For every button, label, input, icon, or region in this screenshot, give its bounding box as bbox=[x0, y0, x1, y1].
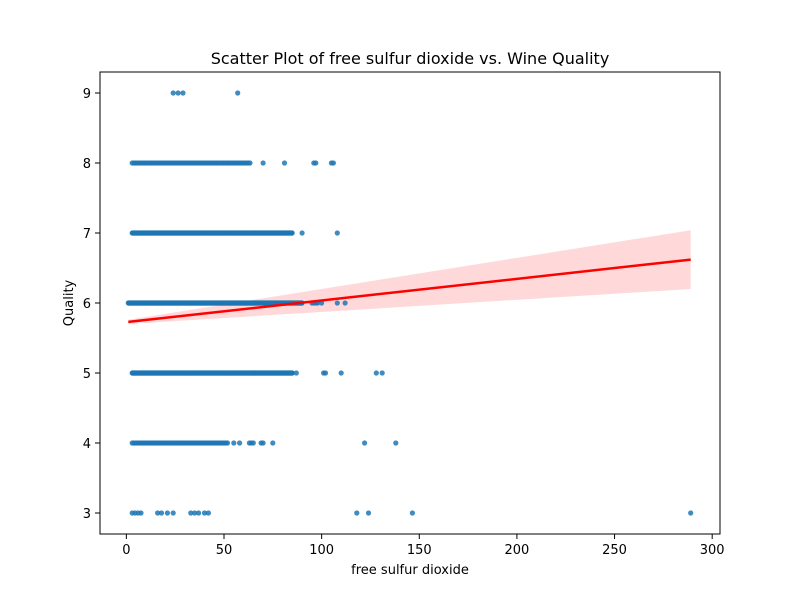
x-tick-label-100: 100 bbox=[309, 543, 334, 558]
x-tick-label-300: 300 bbox=[700, 543, 725, 558]
x-tick-label-150: 150 bbox=[407, 543, 432, 558]
x-tick-label-50: 50 bbox=[216, 543, 233, 558]
data-point-1092 bbox=[224, 440, 231, 446]
x-tick-label-0: 0 bbox=[122, 543, 130, 558]
data-point-1128 bbox=[393, 440, 399, 446]
y-tick-label-6: 6 bbox=[83, 297, 91, 312]
scatter-points bbox=[125, 90, 694, 516]
data-point-1123 bbox=[250, 440, 256, 446]
y-tick-label-9: 9 bbox=[83, 87, 91, 102]
data-point-1141 bbox=[688, 510, 694, 516]
confidence-band bbox=[128, 230, 691, 324]
data-point-1116 bbox=[338, 370, 344, 376]
data-point-1132 bbox=[170, 510, 176, 516]
data-point-1133 bbox=[188, 510, 194, 516]
data-point-1127 bbox=[362, 440, 368, 446]
data-point-1096 bbox=[138, 510, 144, 516]
x-axis-title: free sulfur dioxide bbox=[351, 563, 469, 578]
data-point-1101 bbox=[313, 160, 319, 166]
y-axis-title: Quality bbox=[62, 279, 77, 326]
y-tick-label-8: 8 bbox=[83, 157, 91, 172]
regression-line bbox=[128, 258, 691, 324]
data-point-1126 bbox=[270, 440, 276, 446]
x-tick-label-250: 250 bbox=[602, 543, 627, 558]
data-point-1135 bbox=[196, 510, 202, 516]
data-point-1131 bbox=[164, 510, 170, 516]
data-point-1105 bbox=[334, 230, 340, 236]
data-point-1125 bbox=[260, 440, 266, 446]
data-point-1134 bbox=[192, 510, 198, 516]
data-point-1120 bbox=[237, 440, 243, 446]
data-point-1136 bbox=[201, 510, 208, 516]
data-point-1098 bbox=[260, 160, 266, 166]
data-point-1113 bbox=[293, 370, 299, 376]
data-point-1140 bbox=[409, 510, 415, 516]
data-point-1130 bbox=[158, 510, 165, 516]
data-point-1119 bbox=[231, 440, 237, 446]
data-point-1 bbox=[175, 90, 181, 96]
plot-area bbox=[125, 90, 694, 516]
y-axis: 3 4 5 6 7 8 9 bbox=[83, 87, 100, 522]
y-tick-label-7: 7 bbox=[83, 227, 91, 242]
data-point-1117 bbox=[373, 370, 379, 376]
x-axis: 0 50 100 150 200 250 300 bbox=[122, 534, 725, 558]
chart-title: Scatter Plot of free sulfur dioxide vs. … bbox=[211, 49, 610, 68]
data-point-1138 bbox=[354, 510, 360, 516]
data-point-1139 bbox=[365, 510, 372, 516]
y-tick-label-5: 5 bbox=[83, 367, 91, 382]
data-point-1103 bbox=[330, 160, 336, 166]
data-point-1137 bbox=[205, 510, 211, 516]
data-point-1115 bbox=[322, 370, 329, 376]
data-point-0 bbox=[170, 90, 176, 96]
data-point-1112 bbox=[342, 300, 348, 306]
data-point-1118 bbox=[379, 370, 385, 376]
data-point-2 bbox=[180, 90, 186, 96]
data-point-1097 bbox=[235, 90, 241, 96]
data-point-1129 bbox=[155, 510, 161, 516]
data-point-70 bbox=[247, 160, 253, 166]
y-tick-label-3: 3 bbox=[83, 507, 91, 522]
data-point-1111 bbox=[334, 300, 340, 306]
data-point-1099 bbox=[281, 160, 288, 166]
data-point-1104 bbox=[299, 230, 305, 236]
x-tick-label-200: 200 bbox=[504, 543, 529, 558]
data-point-1030 bbox=[289, 370, 295, 376]
y-tick-label-4: 4 bbox=[83, 437, 91, 452]
data-point-344 bbox=[289, 230, 295, 236]
